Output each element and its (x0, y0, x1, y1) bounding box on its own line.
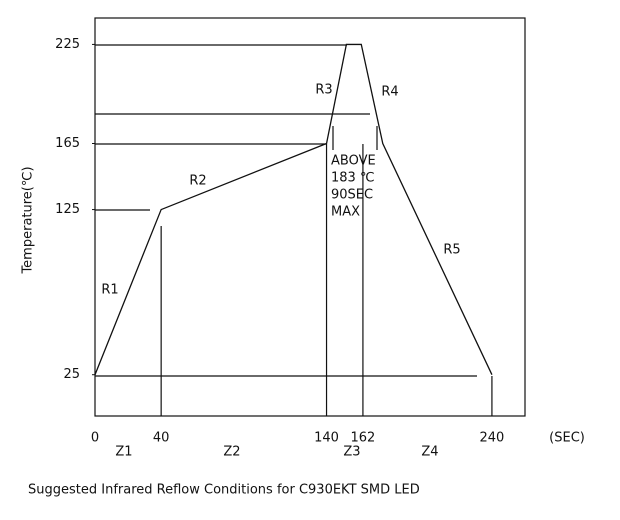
zone-label: Z4 (421, 445, 438, 460)
zone-label: Z2 (223, 445, 240, 460)
y-tick-label: 165 (55, 136, 80, 151)
x-tick-label: 40 (153, 431, 170, 446)
zone-label: Z3 (343, 445, 360, 460)
y-tick-label: 225 (55, 37, 80, 52)
note-line: 90SEC (331, 188, 373, 203)
note-line: ABOVE (331, 154, 376, 169)
x-axis-unit: (SEC) (549, 431, 585, 446)
y-tick-label: 25 (63, 367, 80, 382)
y-tick-label: 125 (55, 202, 80, 217)
region-label: R5 (443, 243, 460, 258)
caption: Suggested Infrared Reflow Conditions for… (28, 483, 420, 498)
plot-frame (94, 17, 526, 417)
region-label: R1 (101, 283, 118, 298)
region-label: R2 (189, 174, 206, 189)
profile-line (94, 43, 493, 375)
x-tick-label: 0 (91, 431, 99, 446)
region-label: R4 (381, 85, 398, 100)
y-axis-label: Temperature(℃) (21, 166, 36, 274)
note-line: MAX (331, 205, 360, 220)
x-tick-label: 240 (480, 431, 505, 446)
x-tick-label: 140 (314, 431, 339, 446)
x-tick-label: 162 (351, 431, 376, 446)
zone-label: Z1 (115, 445, 132, 460)
region-label: R3 (315, 83, 332, 98)
note-line: 183 ℃ (331, 171, 375, 186)
